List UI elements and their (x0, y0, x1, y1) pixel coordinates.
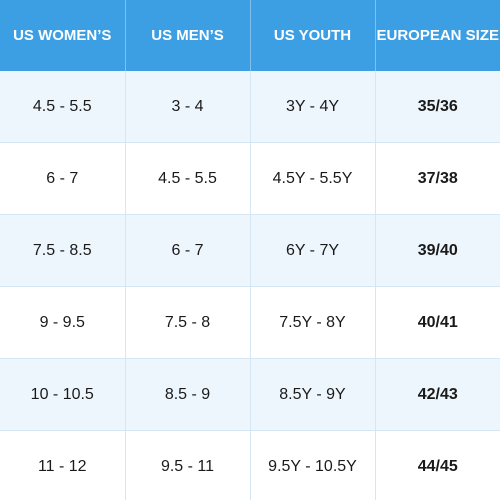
table-cell: 4.5 - 5.5 (125, 142, 251, 215)
table-cell: 37/38 (375, 142, 500, 215)
table-row: 4.5 - 5.5 3 - 4 3Y - 4Y 35/36 (0, 71, 500, 143)
table-cell: 35/36 (375, 71, 500, 143)
table-body: 4.5 - 5.5 3 - 4 3Y - 4Y 35/36 6 - 7 4.5 - 5.5… (0, 71, 500, 500)
header-cell: EUROPEAN SIZE (375, 0, 500, 71)
table-cell: 8.5Y - 9Y (250, 358, 376, 431)
table-cell: 39/40 (375, 214, 500, 287)
table-cell: 44/45 (375, 430, 500, 500)
table-cell: 4.5 - 5.5 (0, 71, 126, 143)
table-cell: 10 - 10.5 (0, 358, 126, 431)
table-cell: 40/41 (375, 286, 500, 359)
table-cell: 6Y - 7Y (250, 214, 376, 287)
table-cell: 9 - 9.5 (0, 286, 126, 359)
table-row: 6 - 7 4.5 - 5.5 4.5Y - 5.5Y 37/38 (0, 142, 500, 215)
header-cell: US MEN’S (125, 0, 251, 71)
table-cell: 7.5Y - 8Y (250, 286, 376, 359)
table-cell: 7.5 - 8.5 (0, 214, 126, 287)
table-cell: 9.5Y - 10.5Y (250, 430, 376, 500)
table-cell: 3 - 4 (125, 71, 251, 143)
table-row: 9 - 9.5 7.5 - 8 7.5Y - 8Y 40/41 (0, 286, 500, 359)
table-cell: 8.5 - 9 (125, 358, 251, 431)
table-header: US WOMEN’S US MEN’S US YOUTH EUROPEAN SIZE (0, 0, 500, 71)
table-cell: 11 - 12 (0, 430, 126, 500)
table-cell: 6 - 7 (0, 142, 126, 215)
table-row: 7.5 - 8.5 6 - 7 6Y - 7Y 39/40 (0, 214, 500, 287)
table-cell: 9.5 - 11 (125, 430, 251, 500)
header-row: US WOMEN’S US MEN’S US YOUTH EUROPEAN SIZE (0, 0, 500, 71)
table-cell: 6 - 7 (125, 214, 251, 287)
table-cell: 4.5Y - 5.5Y (250, 142, 376, 215)
table-cell: 3Y - 4Y (250, 71, 376, 143)
table-row: 11 - 12 9.5 - 11 9.5Y - 10.5Y 44/45 (0, 430, 500, 500)
table-row: 10 - 10.5 8.5 - 9 8.5Y - 9Y 42/43 (0, 358, 500, 431)
header-cell: US YOUTH (250, 0, 376, 71)
table-cell: 42/43 (375, 358, 500, 431)
table-cell: 7.5 - 8 (125, 286, 251, 359)
header-cell: US WOMEN’S (0, 0, 126, 71)
